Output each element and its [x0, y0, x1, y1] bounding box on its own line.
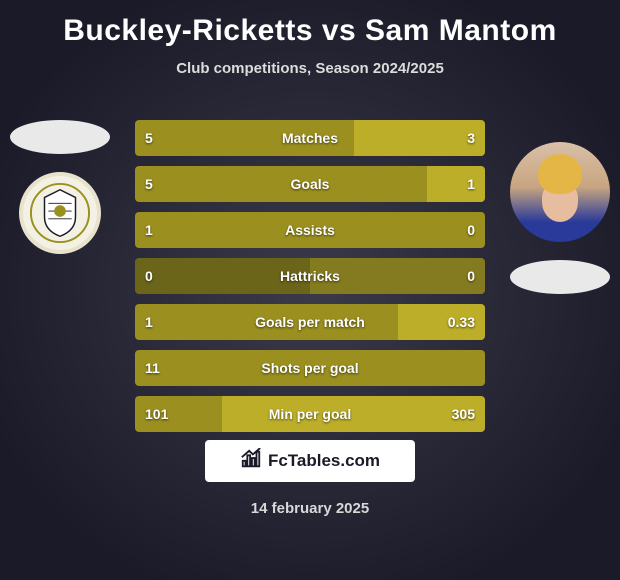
stat-row: Goals51	[135, 166, 485, 202]
stat-bar-right	[398, 304, 485, 340]
stat-bar-left	[135, 304, 398, 340]
stat-bar-left	[135, 396, 222, 432]
player-right-club-placeholder	[510, 260, 610, 294]
player-right-column	[510, 142, 610, 294]
stat-bar-left	[135, 258, 310, 294]
branding-badge: FcTables.com	[205, 440, 415, 482]
stat-row: Shots per goal11	[135, 350, 485, 386]
player-left-photo-placeholder	[10, 120, 110, 154]
player-left-club-badge	[19, 172, 101, 254]
stat-bar-right	[310, 258, 485, 294]
stat-bar-left	[135, 212, 485, 248]
date-label: 14 february 2025	[251, 500, 369, 517]
stat-row: Goals per match10.33	[135, 304, 485, 340]
page-subtitle: Club competitions, Season 2024/2025	[0, 60, 620, 77]
page-title: Buckley-Ricketts vs Sam Mantom	[0, 0, 620, 48]
stat-row: Matches53	[135, 120, 485, 156]
player-left-column	[10, 120, 110, 254]
stat-row: Min per goal101305	[135, 396, 485, 432]
stat-bar-right	[354, 120, 485, 156]
stat-bar-left	[135, 350, 485, 386]
stat-bar-right	[222, 396, 485, 432]
stats-container: Matches53 Goals51 Assists10 Hattricks00 Goal…	[135, 120, 485, 442]
stat-row: Assists10	[135, 212, 485, 248]
branding-text: FcTables.com	[268, 451, 380, 471]
player-right-photo	[510, 142, 610, 242]
stat-bar-left	[135, 120, 354, 156]
chart-icon	[240, 448, 262, 475]
stat-bar-left	[135, 166, 427, 202]
stat-row: Hattricks00	[135, 258, 485, 294]
stat-bar-right	[427, 166, 485, 202]
